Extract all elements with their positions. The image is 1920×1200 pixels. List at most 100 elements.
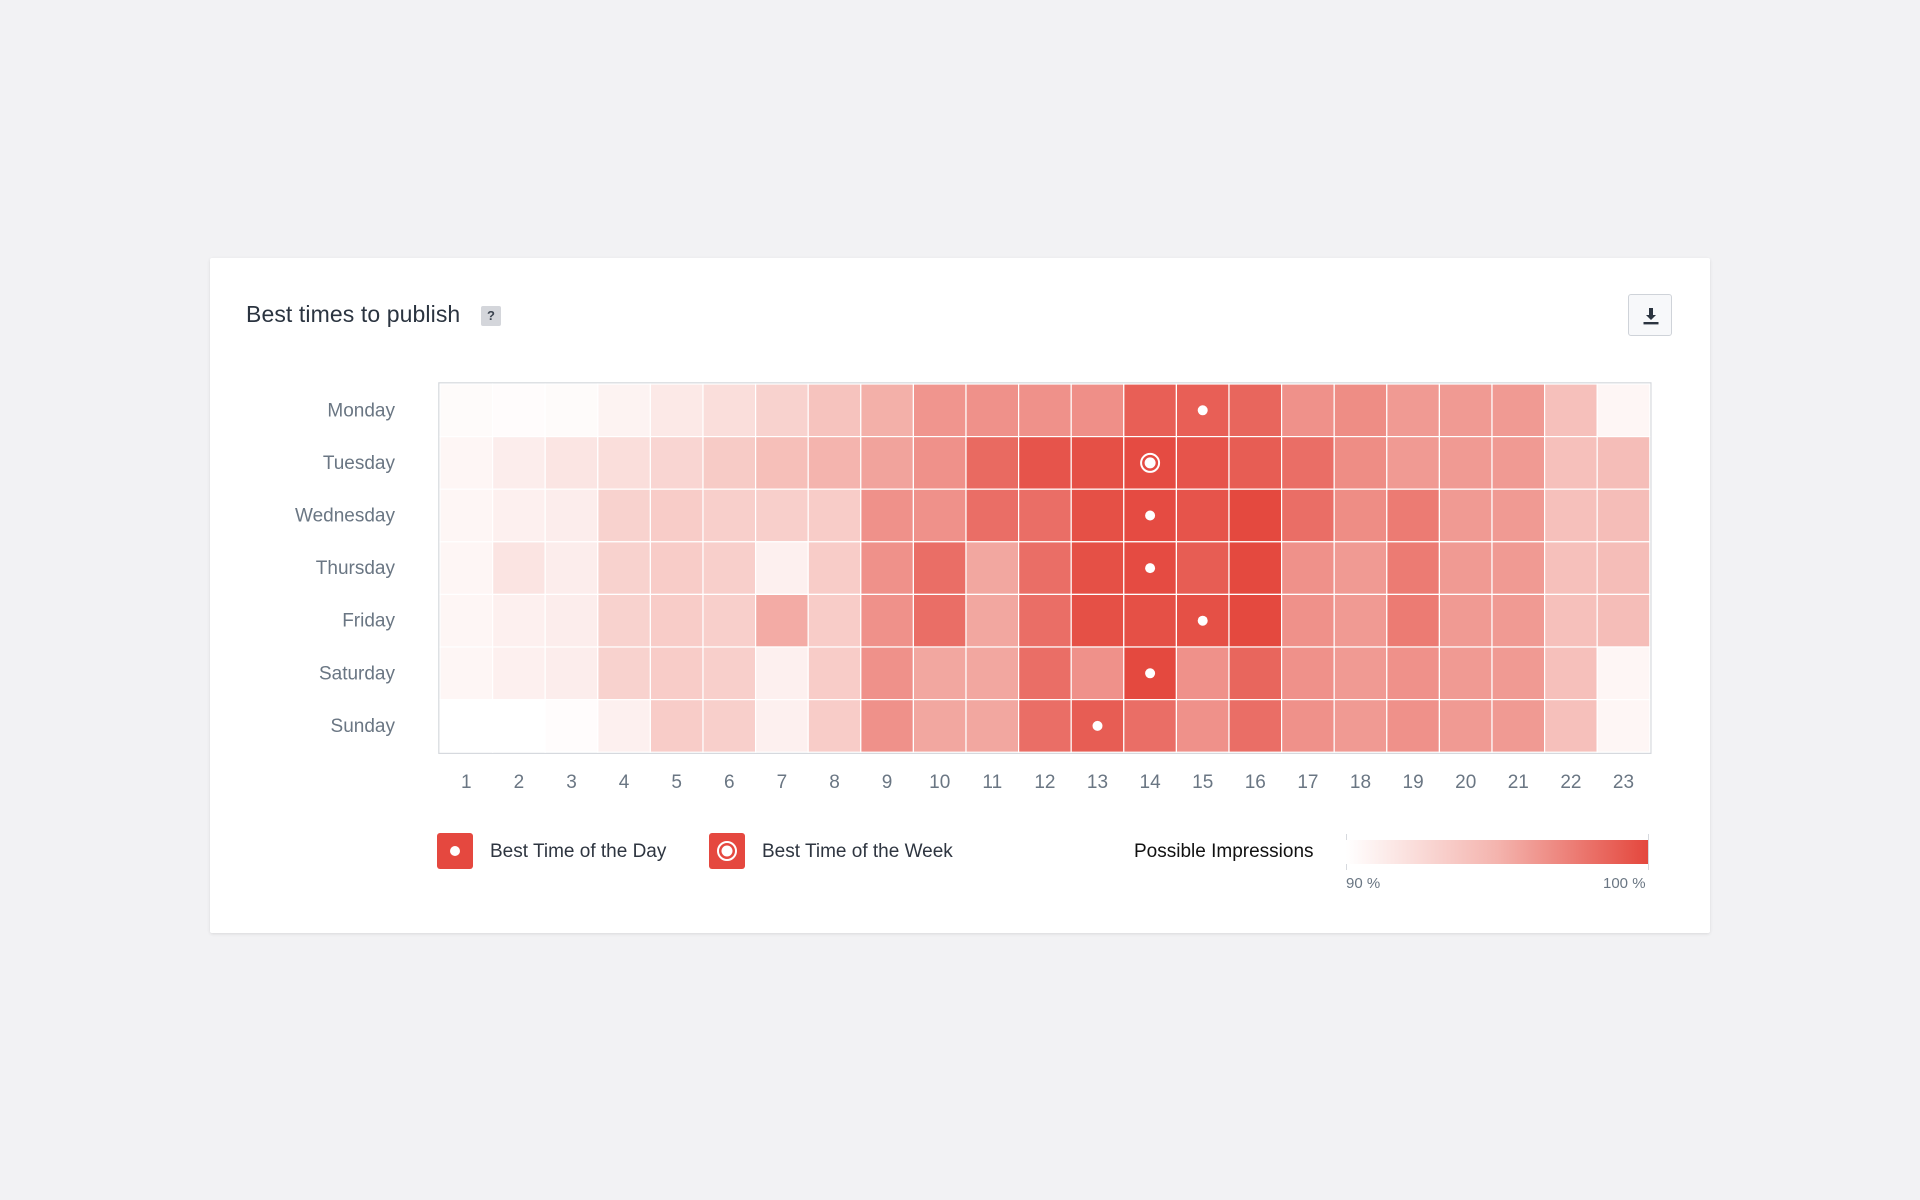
heatmap-cell	[1438, 646, 1493, 701]
heatmap-cell	[544, 593, 599, 648]
heatmap-cell	[1596, 646, 1651, 701]
heatmap-cell	[965, 488, 1020, 543]
heatmap-cell	[439, 488, 494, 543]
heatmap-cell	[544, 436, 599, 490]
heatmap-cell	[492, 646, 546, 701]
heatmap-cell	[597, 541, 651, 595]
heatmap-cell	[439, 646, 494, 701]
heatmap-chart: Monday Tuesday Wednesday Thursday Friday Satu…	[295, 382, 1652, 793]
column-label: 1	[461, 772, 472, 793]
heatmap-cell	[1543, 646, 1598, 701]
heatmap-cell	[649, 436, 704, 490]
heatmap-cell	[1438, 541, 1493, 595]
heatmap-cell	[1543, 541, 1598, 595]
column-label: 17	[1297, 772, 1318, 793]
heatmap-cell	[1596, 699, 1651, 753]
heatmap-cell	[754, 593, 809, 648]
heatmap-cell	[1596, 383, 1651, 438]
heatmap-cell	[439, 699, 494, 753]
heatmap-cell	[1333, 488, 1388, 543]
heatmap-cell	[807, 488, 862, 543]
legend-best-day-label: Best Time of the Day	[490, 841, 667, 862]
heatmap-cell	[1386, 436, 1441, 490]
heatmap-cell	[807, 593, 862, 648]
heatmap-cell	[597, 436, 651, 490]
heatmap-cell	[1386, 541, 1441, 595]
heatmap-cell	[1438, 383, 1493, 438]
row-label: Saturday	[319, 663, 396, 684]
heatmap-cell	[439, 541, 494, 595]
heatmap-cell	[1333, 383, 1388, 438]
heatmap-cell	[754, 646, 809, 701]
best-time-of-day-marker	[1145, 510, 1156, 521]
best-time-of-day-marker	[1197, 405, 1208, 416]
heatmap-cell	[1175, 488, 1230, 543]
heatmap-cell	[860, 593, 914, 648]
heatmap-cell	[1017, 383, 1072, 438]
heatmap-cell	[1228, 593, 1283, 648]
column-label: 6	[724, 772, 735, 793]
row-label: Tuesday	[323, 453, 396, 474]
heatmap-cell	[1070, 488, 1125, 543]
column-label: 7	[777, 772, 788, 793]
heatmap-cell	[807, 646, 862, 701]
heatmap-cell	[439, 383, 494, 438]
column-label: 3	[566, 772, 577, 793]
heatmap-cell	[1543, 436, 1598, 490]
heatmap-cell	[1491, 436, 1546, 490]
heatmap-cell	[1386, 593, 1441, 648]
heatmap-cell	[1280, 488, 1335, 543]
column-label: 2	[514, 772, 525, 793]
heatmap-cell	[1070, 593, 1125, 648]
heatmap-cell	[1543, 488, 1598, 543]
download-icon	[1643, 308, 1659, 325]
heatmap-cell	[1070, 436, 1125, 490]
heatmap-cell	[492, 436, 546, 490]
column-label: 12	[1034, 772, 1055, 793]
heatmap-cell	[702, 488, 757, 543]
column-label: 9	[882, 772, 893, 793]
column-label: 10	[929, 772, 950, 793]
heatmap-cell	[912, 699, 967, 753]
heatmap-cell	[1228, 383, 1283, 438]
best-time-of-day-marker	[1145, 563, 1156, 574]
heatmap-cell	[1017, 699, 1072, 753]
impressions-min-label: 90 %	[1346, 875, 1381, 892]
row-label: Thursday	[316, 558, 396, 579]
row-label: Wednesday	[295, 506, 395, 527]
heatmap-cell	[1123, 593, 1177, 648]
heatmap-cell	[1438, 436, 1493, 490]
heatmap-cell	[544, 541, 599, 595]
row-label: Sunday	[331, 716, 396, 737]
heatmap-cell	[860, 541, 914, 595]
heatmap-cell	[965, 699, 1020, 753]
heatmap-cell	[544, 699, 599, 753]
help-icon[interactable]: ?	[481, 306, 501, 326]
heatmap-cell	[649, 541, 704, 595]
heatmap-cell	[807, 383, 862, 438]
impressions-label: Possible Impressions	[1134, 841, 1314, 862]
column-label: 14	[1140, 772, 1162, 793]
heatmap-cell	[1333, 699, 1388, 753]
heatmap-cell	[1333, 646, 1388, 701]
best-time-of-week-ring	[1140, 452, 1161, 473]
heatmap-cell	[702, 593, 757, 648]
heatmap-cell	[492, 541, 546, 595]
column-label: 22	[1560, 772, 1581, 793]
heatmap-cell	[1491, 699, 1546, 753]
heatmap-cell	[1175, 541, 1230, 595]
heatmap-cell	[1543, 699, 1598, 753]
impressions-gradient-bar	[1346, 840, 1648, 864]
heatmap-cell	[597, 646, 651, 701]
heatmap-cell	[754, 488, 809, 543]
heatmap-cell	[912, 593, 967, 648]
column-label: 11	[982, 772, 1002, 793]
heatmap-cell	[492, 593, 546, 648]
heatmap-cell	[1175, 699, 1230, 753]
download-button[interactable]	[1628, 294, 1672, 336]
heatmap-cell	[1491, 593, 1546, 648]
heatmap-cell	[1070, 646, 1125, 701]
column-label: 21	[1508, 772, 1529, 793]
heatmap-cell	[649, 488, 704, 543]
heatmap-cell	[1123, 383, 1177, 438]
